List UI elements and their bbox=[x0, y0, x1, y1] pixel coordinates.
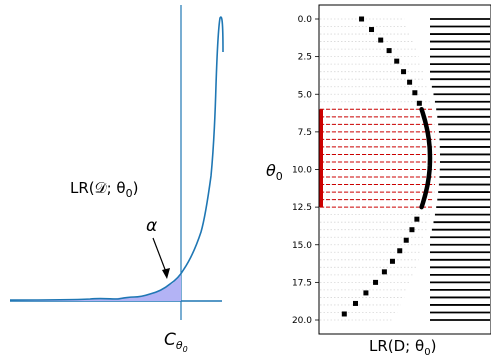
lr-curve-label: LR(𝒟; θ0) bbox=[70, 179, 138, 200]
boundary-dot bbox=[394, 58, 400, 64]
threshold-boundary-arc bbox=[419, 107, 433, 210]
boundary-dot bbox=[386, 48, 392, 54]
boundary-dot bbox=[412, 90, 418, 96]
boundary-dot bbox=[363, 290, 369, 296]
boundary-dot bbox=[414, 216, 420, 222]
boundary-dot bbox=[353, 300, 359, 306]
highlight-dashed-rows bbox=[320, 108, 436, 208]
right-panel: 0.0 2.5 5.0 7.5 10.0 12.5 15.0 17.5 20.0 θ0 LR(D… bbox=[266, 4, 491, 357]
lr-bars bbox=[430, 18, 490, 321]
y-tick-label: 17.5 bbox=[292, 278, 312, 288]
boundary-dot bbox=[389, 258, 395, 264]
boundary-dot bbox=[378, 37, 384, 43]
boundary-dot bbox=[381, 269, 387, 275]
boundary-dot bbox=[373, 279, 379, 285]
y-axis-label: θ0 bbox=[266, 161, 283, 183]
y-tick-label: 5.0 bbox=[298, 90, 313, 100]
boundary-dot bbox=[369, 27, 375, 33]
boundary-dot bbox=[403, 237, 409, 243]
boundary-dot bbox=[409, 227, 415, 233]
lr-curve bbox=[9, 16, 224, 301]
y-tick-label: 15.0 bbox=[292, 241, 312, 251]
left-panel: LR(𝒟; θ0) α Cθ0 bbox=[9, 5, 224, 354]
x-axis-label: LR(D; θ0) bbox=[369, 337, 436, 357]
boundary-dot bbox=[397, 248, 403, 254]
y-tick-label: 7.5 bbox=[298, 128, 312, 138]
y-tick-label: 12.5 bbox=[292, 203, 312, 213]
boundary-dot bbox=[407, 79, 413, 85]
y-tick-label: 0.0 bbox=[298, 15, 313, 25]
y-tick-label: 10.0 bbox=[292, 166, 312, 176]
threshold-label: Cθ0 bbox=[164, 330, 188, 354]
y-tick-label: 2.5 bbox=[298, 53, 312, 63]
y-ticks: 0.0 2.5 5.0 7.5 10.0 12.5 15.0 17.5 20.0 bbox=[292, 15, 319, 326]
y-tick-label: 20.0 bbox=[292, 316, 312, 326]
alpha-area bbox=[10, 275, 181, 301]
boundary-dot bbox=[359, 16, 365, 22]
alpha-label: α bbox=[146, 216, 157, 236]
alpha-arrow-head bbox=[162, 268, 170, 279]
alpha-arrow bbox=[152, 237, 167, 273]
boundary-dot bbox=[416, 100, 422, 106]
boundary-dot bbox=[401, 69, 407, 75]
threshold-boundary-dots bbox=[341, 16, 422, 317]
boundary-dot bbox=[341, 311, 347, 317]
